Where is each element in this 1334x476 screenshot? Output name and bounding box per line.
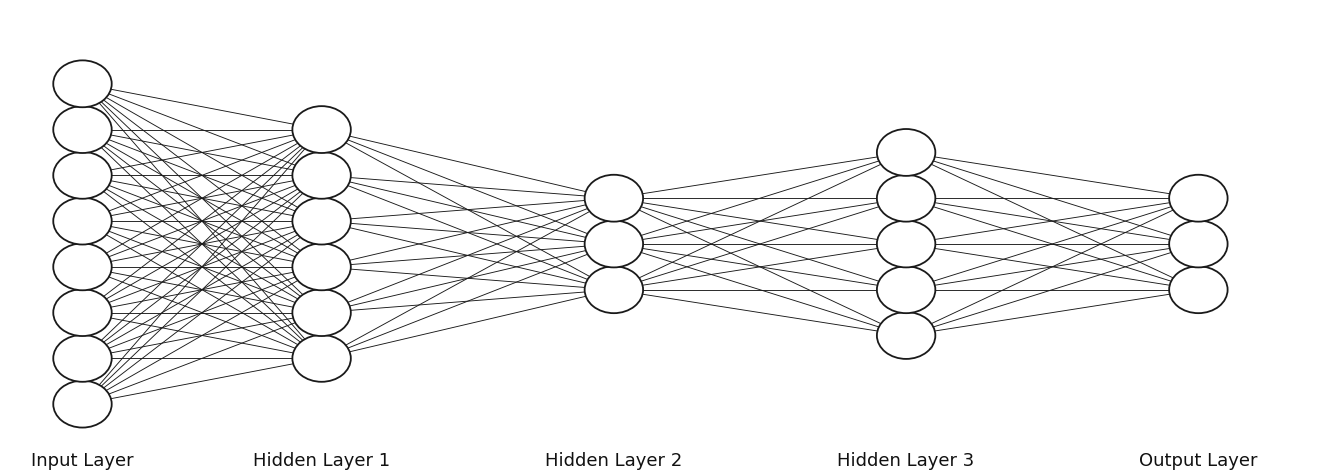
Ellipse shape (876, 175, 935, 222)
Text: Input Layer: Input Layer (31, 451, 133, 469)
Ellipse shape (53, 244, 112, 291)
Ellipse shape (584, 221, 643, 268)
Ellipse shape (584, 175, 643, 222)
Ellipse shape (292, 244, 351, 291)
Ellipse shape (53, 107, 112, 154)
Ellipse shape (53, 335, 112, 382)
Text: Hidden Layer 1: Hidden Layer 1 (253, 451, 390, 469)
Text: Output Layer: Output Layer (1139, 451, 1258, 469)
Ellipse shape (53, 381, 112, 427)
Ellipse shape (876, 130, 935, 177)
Ellipse shape (1169, 267, 1227, 314)
Ellipse shape (292, 335, 351, 382)
Ellipse shape (292, 289, 351, 337)
Ellipse shape (876, 312, 935, 359)
Ellipse shape (1169, 221, 1227, 268)
Text: Hidden Layer 2: Hidden Layer 2 (546, 451, 683, 469)
Ellipse shape (1169, 175, 1227, 222)
Ellipse shape (292, 153, 351, 199)
Ellipse shape (53, 289, 112, 337)
Ellipse shape (53, 153, 112, 199)
Ellipse shape (876, 221, 935, 268)
Ellipse shape (53, 61, 112, 108)
Ellipse shape (292, 198, 351, 245)
Ellipse shape (584, 267, 643, 314)
Ellipse shape (53, 198, 112, 245)
Ellipse shape (292, 107, 351, 154)
Text: Hidden Layer 3: Hidden Layer 3 (838, 451, 975, 469)
Ellipse shape (876, 267, 935, 314)
